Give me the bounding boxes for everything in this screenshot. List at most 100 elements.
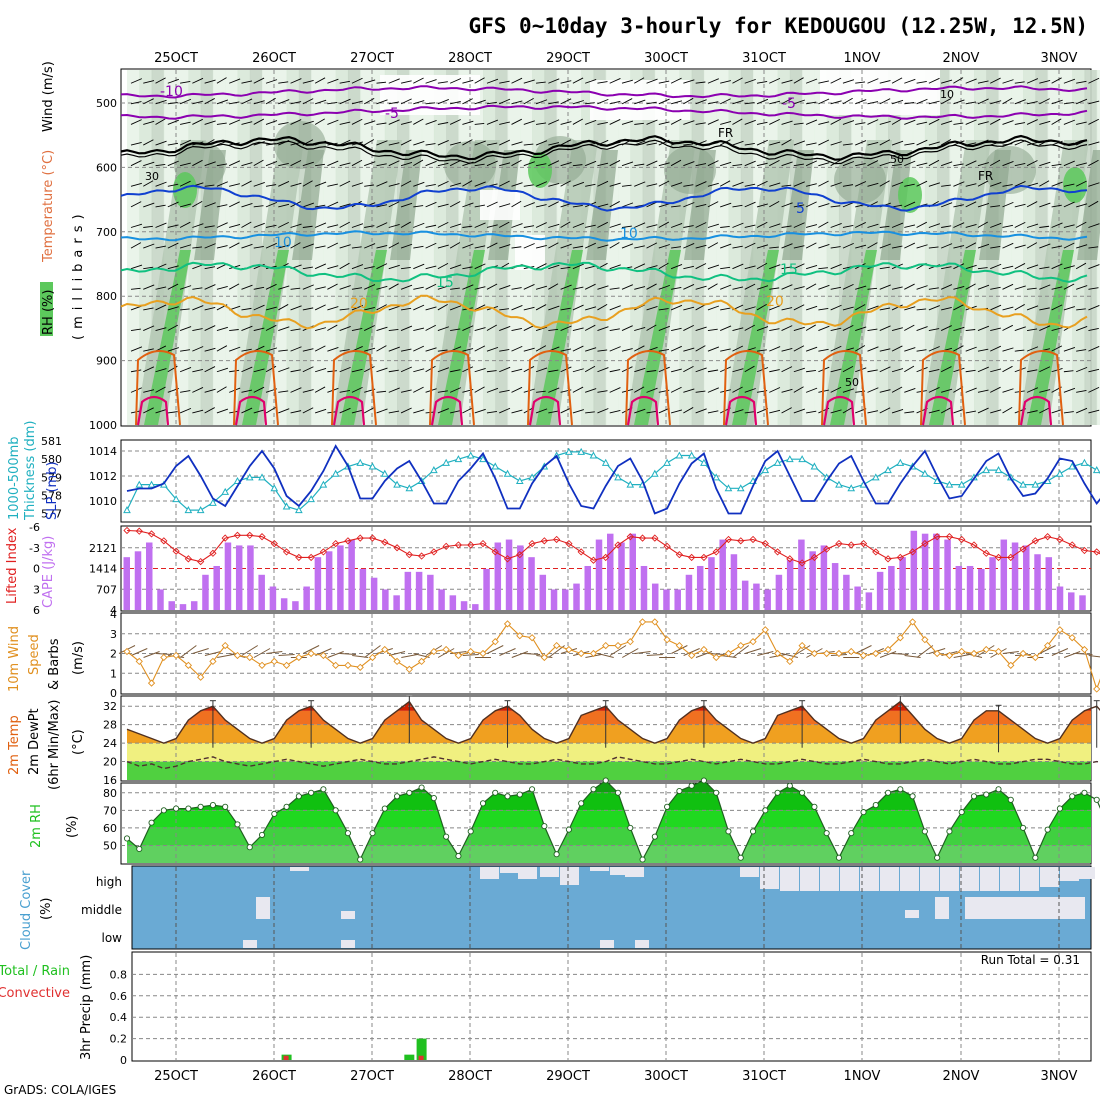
wind-barb <box>781 120 793 125</box>
wind-barb <box>781 325 793 331</box>
wind-barb <box>707 283 718 290</box>
pressure-tick: 800 <box>96 290 117 303</box>
wind-barb <box>143 202 155 208</box>
cape-bar <box>674 589 681 610</box>
cloud-high-block <box>980 867 999 891</box>
wind-barb <box>400 389 412 393</box>
wind-barb <box>278 285 290 290</box>
wind-point <box>258 661 266 669</box>
temp-label-2: 2m DewPt <box>27 708 42 775</box>
wind-barb <box>253 118 265 125</box>
date-label-top: 27OCT <box>350 51 394 66</box>
wind-barb <box>671 287 682 290</box>
wind-barb-10m <box>1088 655 1100 658</box>
wind-barb <box>658 284 670 290</box>
li-point <box>479 539 487 548</box>
wind-barb <box>756 81 768 84</box>
wind-barb-10m <box>327 651 344 658</box>
wind-barb <box>486 224 498 228</box>
wind-barb <box>339 349 350 352</box>
wind-point <box>1056 626 1064 634</box>
wind-barb <box>695 304 706 311</box>
cloud-label: Cloud Cover <box>19 870 34 950</box>
wind-barb <box>855 304 866 311</box>
li-point <box>1056 535 1064 544</box>
wind-barb <box>1088 305 1100 311</box>
temperature-contours <box>120 85 1088 426</box>
cape-bar <box>809 551 816 610</box>
wind-barb <box>855 326 867 331</box>
wind-barb <box>621 98 633 105</box>
wind-barb <box>474 122 485 125</box>
wind-barb <box>413 263 425 270</box>
wind-barb <box>511 345 523 352</box>
wind-barb <box>364 79 376 84</box>
rh-band <box>421 70 435 425</box>
wind-barb <box>1088 159 1099 167</box>
wind-barb <box>953 345 964 352</box>
wind-barb <box>916 98 928 105</box>
wind-barb <box>339 180 351 187</box>
thickness-point <box>565 447 573 455</box>
wind-barb <box>879 243 891 249</box>
rh-blob <box>984 146 1036 194</box>
wind-barb <box>572 181 585 187</box>
cloud-low-block <box>243 940 257 948</box>
wind-barb <box>940 202 953 208</box>
thickness-point <box>835 480 843 488</box>
wind-barb <box>474 367 486 373</box>
wind-barb <box>597 81 608 84</box>
date-label-bottom: 25OCT <box>154 1069 198 1084</box>
cape-bar <box>314 557 322 610</box>
wind-barb <box>634 77 645 84</box>
wind-barb <box>904 224 916 228</box>
wind-barb <box>719 180 731 187</box>
wind-point <box>430 647 438 656</box>
wind-barb <box>609 182 621 187</box>
wind-barb <box>732 368 744 373</box>
precip-tick: 0.2 <box>110 1033 128 1046</box>
thickness-tick: 581 <box>41 435 62 448</box>
wind-barb <box>499 308 510 311</box>
wind-barb <box>695 263 707 270</box>
wind-barb <box>425 365 436 373</box>
wind-barb <box>977 325 990 331</box>
rh-band <box>127 70 141 425</box>
wind-barb <box>192 346 204 352</box>
wind-barb <box>449 242 461 249</box>
wind-barb <box>720 325 732 331</box>
wind-barb <box>167 411 178 414</box>
wind-barb <box>781 284 793 290</box>
wind-barb <box>1039 202 1051 208</box>
li-point <box>896 553 904 562</box>
date-label-top: 26OCT <box>252 51 296 66</box>
cape-bar <box>843 574 850 610</box>
cape-bar <box>888 565 895 610</box>
wind-barb <box>707 182 719 187</box>
wind-barb <box>1027 328 1038 331</box>
wind-barb <box>204 202 216 208</box>
wind-barb <box>499 162 511 167</box>
wind-barb <box>671 246 682 249</box>
wind-point <box>319 651 328 660</box>
precip-panel: 0.80.60.40.20 Run Total = 0.31 Total / R… <box>0 951 1092 1067</box>
wind-barb <box>204 184 215 187</box>
wind-barb <box>609 119 621 125</box>
wind-barb <box>1039 307 1050 311</box>
wind-barb <box>855 181 867 187</box>
cape-bar <box>562 589 569 610</box>
wind-barb <box>621 120 634 125</box>
wind-barb <box>278 367 290 373</box>
wind-barb <box>683 143 694 146</box>
li-point <box>332 539 340 548</box>
wind-barb <box>413 222 425 228</box>
wind-barb <box>229 201 240 208</box>
wind-barb <box>437 244 449 249</box>
wind-barb <box>339 389 351 393</box>
wind-barb <box>953 408 965 414</box>
cloud-mid-block <box>965 897 1085 919</box>
rh-point <box>799 789 806 796</box>
rh-point <box>357 856 364 863</box>
cape-bar <box>157 589 164 610</box>
rh-point <box>295 793 302 800</box>
